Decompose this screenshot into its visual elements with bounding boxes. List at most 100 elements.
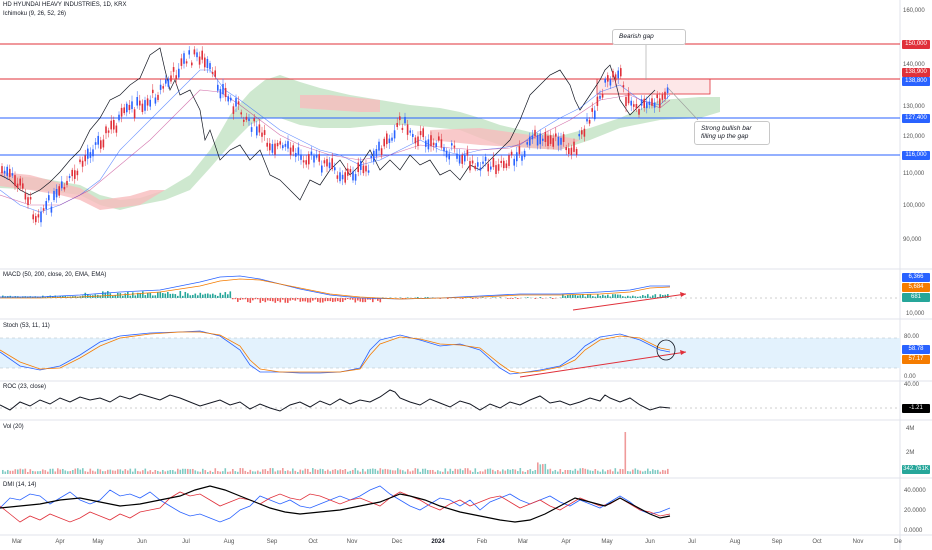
volume-bar (244, 470, 247, 474)
candle-body (526, 142, 528, 145)
stoch-k-tag: 58.78 (902, 345, 930, 354)
gap-zone-box[interactable] (596, 78, 711, 95)
volume-bar (354, 468, 357, 474)
time-axis-label: Nov (852, 539, 864, 545)
candle-body (178, 68, 180, 78)
volume-bar (224, 468, 227, 474)
candle-body (29, 197, 32, 200)
macd-hist-bar (602, 294, 604, 298)
indicator-label-macd[interactable]: MACD (50, 200, close, 20, EMA, EMA) (3, 272, 107, 278)
macd-hist-bar (149, 292, 152, 298)
macd-hist-bar (574, 294, 577, 298)
volume-bar (124, 469, 127, 474)
candle-body (495, 165, 497, 175)
callout-bearish-gap[interactable]: Bearish gap (612, 29, 686, 45)
indicator-label-ichimoku[interactable]: Ichimoku (9, 26, 52, 26) (3, 11, 67, 17)
macd-hist-bar (647, 294, 649, 298)
candle-body (61, 181, 63, 189)
volume-bar (157, 470, 159, 474)
volume-bar (654, 470, 657, 474)
candle-body (175, 75, 177, 79)
macd-hist-bar (194, 293, 197, 298)
volume-bar (229, 471, 232, 474)
candle-body (118, 114, 120, 121)
candle-body (154, 97, 157, 104)
volume-bar (497, 469, 499, 474)
macd-hist-bar (629, 296, 632, 298)
macd-hist-bar (319, 298, 322, 303)
volume-bar (212, 471, 214, 474)
volume-bar (189, 469, 192, 474)
indicator-label-vol[interactable]: Vol (20) (3, 424, 24, 430)
macd-hist-bar (617, 294, 619, 298)
candle-body (474, 165, 476, 170)
stoch-axis-label: 80.00 (904, 334, 920, 340)
macd-hist-bar (282, 298, 284, 300)
macd-hist-bar (654, 294, 657, 298)
macd-hist-bar (572, 294, 574, 298)
macd-hist-bar (177, 295, 179, 298)
candle-body (214, 70, 216, 77)
candle-body (313, 155, 315, 163)
candle-body (66, 180, 68, 186)
candle-body (248, 118, 250, 122)
volume-bar (349, 470, 352, 474)
macd-hist-bar (172, 293, 174, 298)
candle-body (596, 96, 599, 106)
macd-hist-bar (272, 298, 274, 302)
time-axis-label: De (894, 539, 902, 545)
volume-bar (177, 468, 179, 474)
indicator-label-roc[interactable]: ROC (23, close) (3, 384, 47, 390)
volume-bar (374, 468, 377, 474)
volume-bar (629, 471, 632, 474)
volume-bar (317, 469, 319, 474)
candle-body (128, 104, 131, 111)
ichimoku-cloud (0, 75, 720, 210)
macd-hist-bar (359, 298, 362, 302)
candle-body (490, 166, 492, 170)
macd-hist-bar (302, 298, 304, 302)
macd-line (0, 275, 670, 300)
candle-body (380, 148, 383, 156)
indicator-label-dmi[interactable]: DMI (14, 14) (3, 482, 37, 488)
volume-bar (129, 468, 132, 474)
macd-hist-bar (169, 293, 172, 298)
candle-body (89, 152, 92, 158)
volume-bar (459, 468, 462, 474)
volume-bar (394, 470, 397, 474)
candle-body (352, 171, 354, 181)
volume-bar (302, 470, 304, 474)
candle-body (440, 139, 443, 148)
candle-body (417, 136, 419, 146)
candle-body (562, 134, 565, 142)
volume-bar (627, 471, 629, 474)
volume-bar (519, 468, 522, 474)
volume-bar (254, 471, 257, 474)
macd-hist-bar (217, 295, 219, 298)
price-candles[interactable] (1, 46, 669, 227)
volume-bar (632, 469, 634, 474)
macd-hist-bar (644, 295, 647, 298)
volume-bar (114, 470, 117, 474)
volume-bar (577, 470, 579, 474)
candle-body (42, 208, 45, 211)
indicator-label-stoch[interactable]: Stoch (53, 11, 11) (3, 323, 50, 329)
volume-bar (624, 432, 627, 474)
stoch-trendline (519, 351, 687, 378)
volume-bar (79, 469, 82, 474)
volume-bar (384, 468, 387, 474)
candle-body (604, 78, 606, 83)
volume-bar (287, 470, 289, 474)
volume-bar (84, 471, 87, 474)
macd-hist-bar (112, 295, 114, 298)
macd-hist-bar (632, 295, 634, 298)
volume-bar (587, 469, 589, 474)
callout-strong-bullish-bar[interactable]: Strong bullish bar filling up the gap (694, 121, 770, 145)
volume-bar (594, 469, 597, 474)
macd-hist-bar (154, 295, 157, 298)
candle-body (193, 49, 196, 55)
candle-body (487, 163, 489, 172)
candle-body (542, 138, 544, 141)
